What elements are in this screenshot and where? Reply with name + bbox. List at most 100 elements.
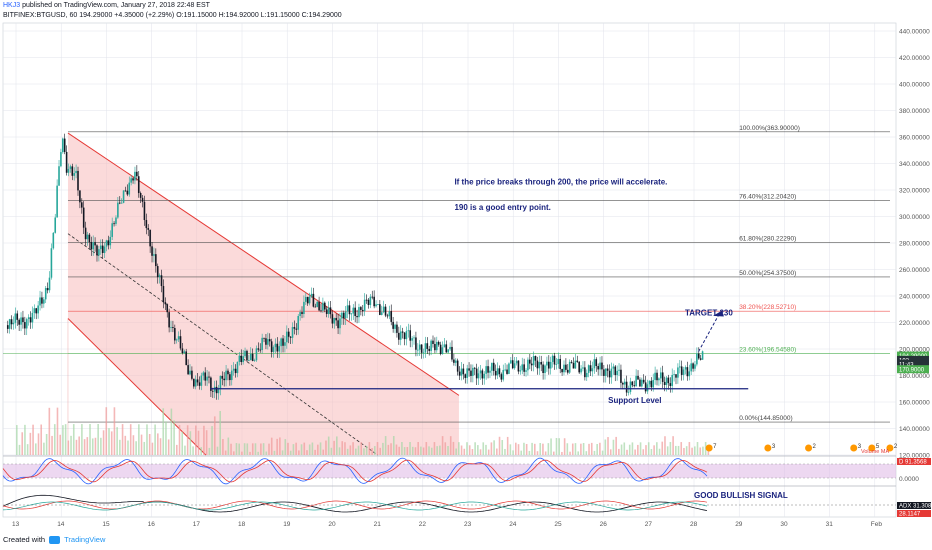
candle-body <box>107 240 110 246</box>
volume-bar <box>327 436 330 455</box>
candle-body <box>627 391 630 393</box>
ohlc-legend: BITFINEX:BTGUSD, 60 194.29000 +4.35000 (… <box>3 12 342 19</box>
volume-bar <box>208 447 211 455</box>
volume-bar <box>542 443 544 455</box>
adx-value2-label: 28.1147 <box>899 512 921 518</box>
candle-body <box>361 309 364 312</box>
volume-bar <box>403 447 406 455</box>
last-price: 194.29000 <box>79 12 113 19</box>
price-chart[interactable]: 120.00000140.00000160.00000180.00000200.… <box>0 0 932 530</box>
volume-bar <box>317 444 319 455</box>
volume-bar <box>270 437 273 455</box>
author-name[interactable]: HKJ3 <box>3 2 21 9</box>
y-tick-label: 160.00000 <box>899 400 930 407</box>
candle-body <box>24 322 26 329</box>
volume-bar <box>658 448 661 455</box>
volume-bar <box>550 438 552 455</box>
candle-body <box>348 305 351 315</box>
candle-body <box>390 311 393 322</box>
candle-body <box>392 321 394 329</box>
x-tick-label: 23 <box>464 521 472 528</box>
volume-bar <box>471 449 474 455</box>
candle-body <box>287 331 290 337</box>
volume-bar <box>94 437 97 455</box>
candle-body <box>147 228 150 230</box>
channel-upper-line <box>67 132 460 396</box>
candle-body <box>50 248 53 278</box>
volume-bar <box>127 440 129 455</box>
channel-fill <box>67 133 459 455</box>
candle-body <box>460 368 463 376</box>
volume-bar <box>262 443 265 455</box>
candle-body <box>126 190 129 195</box>
volume-bar <box>200 447 203 455</box>
candle-body <box>593 359 596 369</box>
open-value: 191.15000 <box>183 12 217 19</box>
annotation-text: If the price breaks through 200, the pri… <box>454 178 667 187</box>
candle-body <box>94 242 96 246</box>
volume-bar <box>173 420 175 455</box>
volume-bar <box>645 445 647 455</box>
volume-bar <box>287 442 289 455</box>
candle-body <box>386 315 389 317</box>
candle-body <box>399 331 402 340</box>
candle-body <box>297 316 300 330</box>
fib-level-label: 100.00%(363.90000) <box>739 125 800 132</box>
volume-bar <box>62 425 64 455</box>
candle-body <box>312 293 315 307</box>
tradingview-brand[interactable]: TradingView <box>64 535 106 544</box>
volume-bar <box>371 448 373 455</box>
high-value: 194.92000 <box>225 12 259 19</box>
volume-bar <box>555 438 558 455</box>
volume-bar <box>295 442 297 455</box>
candle-body <box>115 217 117 224</box>
x-tick-label: 29 <box>735 521 743 528</box>
y-tick-label: 300.00000 <box>899 214 930 221</box>
candle-body <box>331 314 334 324</box>
volume-bar <box>232 451 235 455</box>
close-value: 194.29000 <box>308 12 342 19</box>
volume-bar <box>675 445 677 455</box>
candle-body <box>202 372 205 376</box>
candle-body <box>398 332 400 340</box>
volume-bar <box>482 442 485 455</box>
candle-body <box>377 304 379 305</box>
candle-body <box>521 364 524 371</box>
candle-body <box>84 227 87 240</box>
candle-body <box>477 373 480 379</box>
volume-bar <box>365 445 368 455</box>
volume-bar <box>292 444 295 455</box>
volume-bar <box>162 408 165 455</box>
candle-body <box>329 307 332 315</box>
earnings-marker-icon <box>705 444 713 452</box>
candle-body <box>553 355 556 365</box>
earnings-marker-icon <box>805 444 813 452</box>
candle-body <box>39 297 41 306</box>
volume-bar <box>485 444 487 455</box>
volume-bar <box>219 410 221 455</box>
candle-body <box>92 242 94 250</box>
volume-bar <box>289 450 292 455</box>
candle-body <box>162 286 165 303</box>
candle-body <box>652 379 655 388</box>
volume-bar <box>585 451 588 455</box>
candle-body <box>458 371 461 376</box>
volume-bar <box>666 446 669 455</box>
candle-body <box>492 362 495 371</box>
candle-body <box>563 364 565 373</box>
candle-body <box>217 388 220 394</box>
volume-bar <box>224 450 227 455</box>
volume-bar <box>24 424 26 455</box>
candle-body <box>20 317 22 325</box>
y-tick-label: 220.00000 <box>899 320 930 327</box>
candle-body <box>52 232 55 249</box>
candle-body <box>426 343 429 349</box>
candle-body <box>181 348 184 354</box>
x-tick-label: 19 <box>283 521 291 528</box>
candle-body <box>612 366 615 369</box>
candle-body <box>191 370 193 379</box>
candle-body <box>103 246 106 253</box>
volume-bar <box>628 444 631 455</box>
adx-signal-annotation: GOOD BULLISH SIGNAL <box>694 491 788 500</box>
publish-text: published on TradingView.com, January 27… <box>22 2 210 9</box>
